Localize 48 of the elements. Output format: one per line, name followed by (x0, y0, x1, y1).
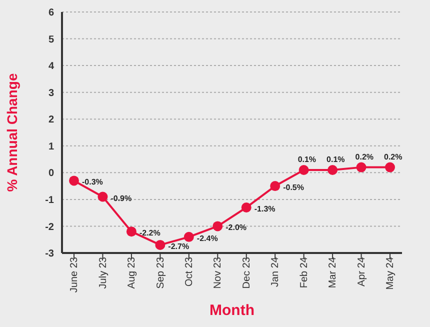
y-tick-label: 4 (48, 61, 54, 72)
x-tick-label: May 24 (385, 256, 396, 290)
data-label: 0.1% (326, 154, 345, 164)
y-tick-label: -2 (45, 222, 54, 233)
point (241, 202, 252, 212)
x-tick-label: Nov 23 (212, 256, 224, 289)
data-label: -1.3% (254, 204, 276, 214)
point (98, 192, 108, 202)
point (328, 164, 338, 175)
x-tick-label: Feb 24 (298, 256, 310, 288)
y-tick-label: -3 (45, 248, 54, 260)
y-tick-label: 2 (48, 114, 54, 126)
point (155, 240, 166, 250)
y-tick-label: 5 (48, 34, 54, 46)
data-label: -0.5% (283, 183, 304, 192)
y-tick-label: 6 (48, 8, 54, 19)
y-tick-label: 3 (48, 88, 54, 99)
data-label: 0.2% (384, 152, 402, 162)
point (69, 176, 79, 186)
point (298, 164, 309, 175)
point (270, 181, 280, 192)
point (212, 221, 223, 232)
point (356, 162, 366, 172)
x-axis-title: Month (210, 302, 254, 319)
data-label: -0.9% (110, 194, 132, 203)
y-tick-label: -1 (45, 194, 54, 206)
point (126, 226, 136, 237)
x-tick-label: Aug 23 (126, 256, 138, 289)
x-tick-label: Jan 24 (270, 256, 282, 288)
y-axis-title: % Annual Change (4, 73, 20, 192)
data-label: -2.0% (226, 223, 247, 232)
point (184, 232, 194, 242)
data-label: -0.3% (82, 178, 103, 187)
x-tick-label: Mar 24 (328, 256, 339, 288)
x-tick-label: Apr 24 (356, 256, 368, 286)
y-tick-label: 1 (48, 141, 54, 152)
x-tick-label: Dec 23 (241, 256, 252, 289)
data-label: -2.2% (139, 228, 160, 238)
x-tick-label: Sep 23 (155, 256, 166, 289)
y-tick-label: 0 (48, 168, 54, 180)
data-label: 0.1% (298, 154, 316, 164)
x-tick-label: July 23 (98, 256, 109, 289)
data-label: 0.2% (355, 152, 374, 162)
data-label: -2.7% (168, 242, 190, 251)
point (385, 162, 395, 172)
x-tick-label: Oct 23 (184, 256, 196, 286)
data-label: -2.4% (196, 234, 218, 243)
x-tick-label: June 23 (69, 256, 80, 293)
